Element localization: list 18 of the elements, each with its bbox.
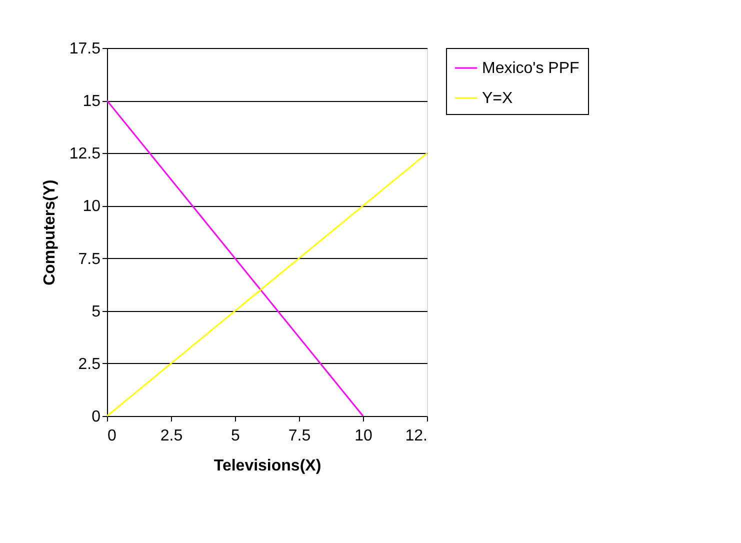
legend-label: Y=X bbox=[482, 90, 514, 107]
y-tick-label: 12.5 bbox=[69, 146, 101, 163]
x-tick-label: 10 bbox=[354, 428, 372, 444]
x-tick-label: 0 bbox=[108, 428, 116, 444]
y-tick-label: 7.5 bbox=[78, 250, 101, 268]
y-tick-label: 10 bbox=[82, 198, 101, 216]
x-tick-label: 12. bbox=[405, 428, 428, 444]
x-tick-label: 2.5 bbox=[160, 428, 183, 444]
y-axis-title: Computers(Y) bbox=[41, 180, 58, 286]
y-tick-label: 17.5 bbox=[69, 40, 101, 58]
y-tick-label: 0 bbox=[92, 408, 101, 426]
x-tick-label: 5 bbox=[231, 428, 240, 444]
y-tick-label: 15 bbox=[82, 93, 101, 110]
x-axis-title: Televisions(X) bbox=[214, 458, 322, 474]
y-tick-label: 2.5 bbox=[78, 356, 101, 373]
y-tick-label: 5 bbox=[92, 303, 101, 320]
x-tick-label: 7.5 bbox=[288, 428, 311, 444]
legend-label: Mexico's PPF bbox=[482, 60, 580, 77]
